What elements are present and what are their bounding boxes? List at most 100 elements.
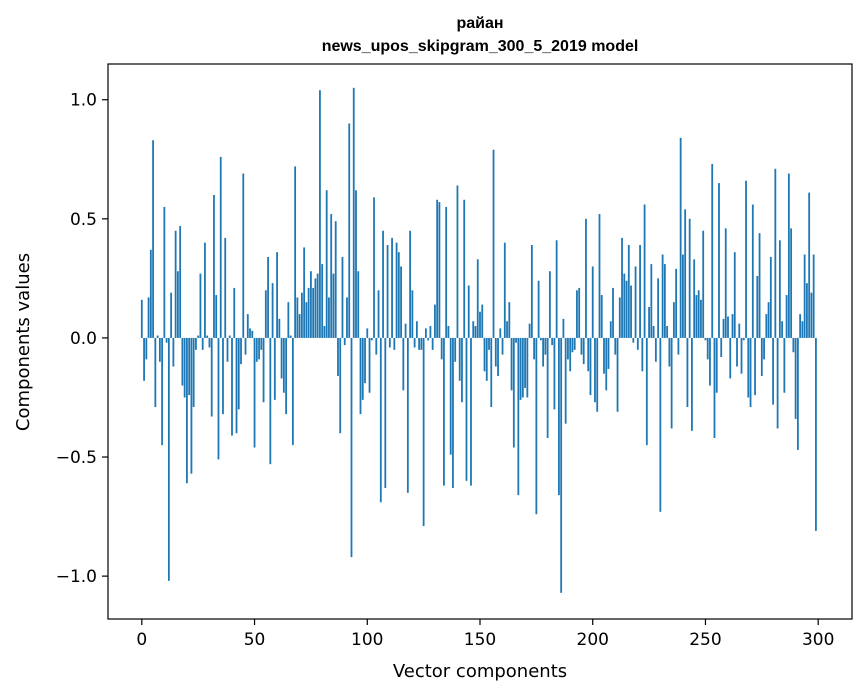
bar-151 [481, 304, 484, 338]
y-axis-label: Components values [13, 253, 34, 431]
bar-42 [235, 337, 238, 434]
bar-278 [767, 302, 770, 338]
bar-228 [654, 337, 657, 362]
bar-113 [395, 242, 398, 338]
bar-248 [700, 299, 702, 338]
bar-245 [693, 259, 696, 338]
bar-192 [573, 337, 576, 350]
bar-208 [609, 321, 612, 338]
bar-44 [240, 337, 242, 365]
bar-297 [810, 292, 813, 338]
bar-115 [400, 266, 402, 338]
bar-243 [688, 218, 691, 338]
bar-71 [300, 292, 303, 338]
bar-242 [686, 337, 689, 408]
bar-64 [285, 337, 288, 415]
bar-51 [255, 337, 258, 362]
bar-112 [393, 337, 396, 350]
bar-62 [280, 337, 283, 379]
bar-206 [605, 337, 608, 391]
bar-222 [641, 337, 644, 372]
y-tick-label: 0.0 [70, 329, 97, 349]
bar-155 [490, 337, 493, 408]
bar-17 [179, 225, 182, 338]
bar-130 [434, 304, 436, 338]
bar-66 [289, 335, 292, 338]
x-axis-label: Vector components [393, 661, 567, 682]
bar-12 [167, 337, 170, 581]
bar-78 [316, 273, 319, 338]
bar-40 [231, 337, 233, 436]
bar-174 [533, 337, 536, 360]
bar-100 [366, 328, 369, 338]
bar-34 [217, 337, 220, 460]
bar-18 [181, 337, 184, 386]
bar-203 [598, 214, 601, 338]
bar-157 [494, 337, 497, 367]
bar-60 [276, 252, 278, 338]
bar-140 [456, 185, 459, 338]
bar-177 [539, 337, 542, 341]
bar-236 [672, 302, 675, 338]
bar-68 [294, 166, 297, 338]
bar-258 [722, 318, 725, 338]
bar-88 [339, 337, 342, 434]
bar-81 [323, 326, 326, 338]
bar-241 [684, 209, 687, 338]
bar-144 [465, 337, 468, 481]
bars-group [140, 87, 817, 593]
bar-126 [424, 328, 427, 338]
bar-266 [740, 337, 743, 374]
bar-259 [724, 228, 727, 338]
bar-13 [170, 292, 173, 338]
bar-149 [476, 259, 479, 338]
bar-163 [508, 302, 511, 338]
bar-207 [607, 337, 610, 369]
bar-69 [296, 297, 299, 338]
bar-106 [379, 337, 382, 503]
bar-255 [715, 337, 718, 393]
bar-170 [524, 337, 526, 388]
bar-284 [781, 321, 784, 338]
bar-224 [645, 337, 648, 446]
y-tick-label: 1.0 [70, 91, 97, 111]
bar-50 [253, 337, 256, 448]
bar-274 [758, 233, 761, 338]
bar-209 [612, 287, 614, 338]
bar-114 [397, 252, 400, 338]
bar-271 [751, 204, 754, 338]
chart-title-line2: news_upos_skipgram_300_5_2019 model [322, 38, 639, 55]
bar-165 [512, 337, 515, 448]
bar-75 [310, 271, 312, 338]
bar-6 [154, 337, 157, 408]
y-axis-ticks: −1.0 −0.5 0.0 0.5 1.0 [56, 91, 108, 587]
bar-233 [666, 326, 669, 338]
bar-57 [269, 337, 272, 465]
bar-123 [418, 337, 421, 350]
bar-254 [713, 337, 716, 438]
bar-99 [364, 337, 366, 384]
bar-46 [244, 337, 247, 355]
bar-36 [222, 337, 224, 415]
bar-37 [224, 237, 227, 338]
bar-240 [682, 254, 684, 338]
bar-14 [172, 337, 175, 367]
bar-5 [152, 140, 154, 338]
bar-261 [729, 337, 732, 379]
bar-164 [510, 337, 513, 391]
bar-124 [420, 337, 423, 350]
bar-182 [551, 337, 554, 346]
bar-136 [447, 326, 450, 338]
bar-29 [206, 335, 209, 338]
bar-220 [636, 337, 639, 350]
bar-275 [760, 337, 763, 377]
bar-257 [720, 337, 723, 357]
bar-47 [246, 314, 249, 338]
bar-161 [503, 242, 506, 338]
bar-198 [587, 337, 590, 372]
bar-109 [386, 245, 389, 338]
bar-118 [406, 337, 409, 493]
bar-23 [192, 337, 195, 408]
bar-45 [242, 173, 245, 338]
bar-246 [695, 295, 698, 338]
